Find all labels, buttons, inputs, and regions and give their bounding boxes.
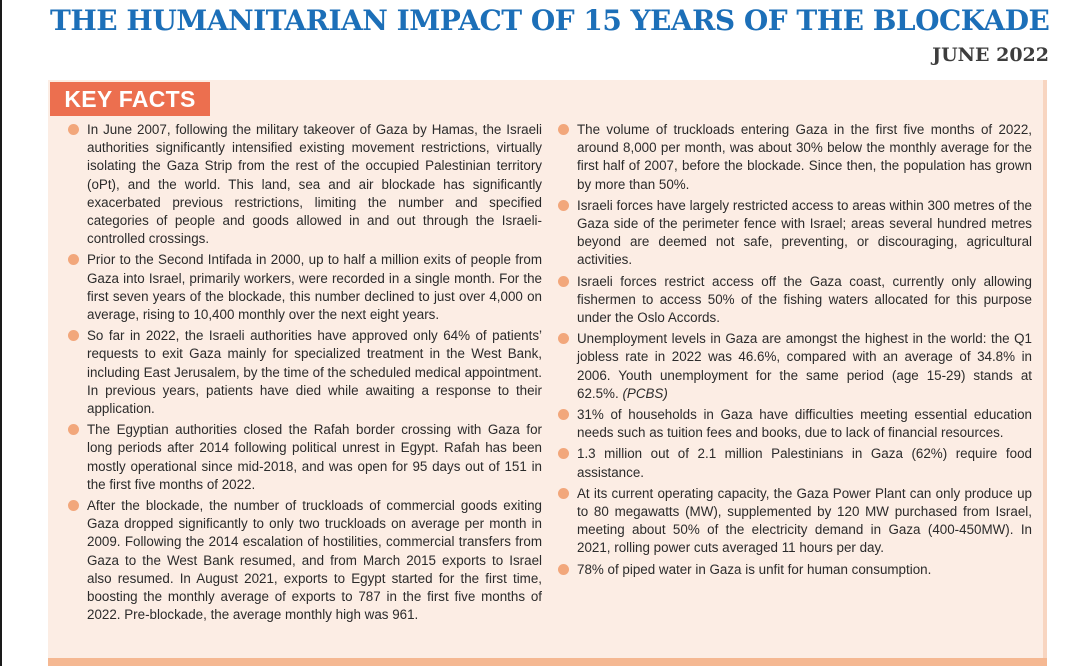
key-facts-left-column: In June 2007, following the military tak… bbox=[66, 121, 542, 627]
circle-bullet-icon bbox=[558, 563, 569, 575]
circle-bullet-icon bbox=[558, 199, 569, 211]
panel-bottom-band bbox=[48, 658, 1047, 666]
fact-text: Prior to the Second Intifada in 2000, up… bbox=[87, 252, 542, 323]
fact-item: Israeli forces have largely restricted a… bbox=[556, 197, 1032, 270]
circle-bullet-icon bbox=[558, 275, 569, 287]
key-facts-panel: KEY FACTS In June 2007, following the mi… bbox=[48, 80, 1047, 666]
fact-text: Israeli forces have largely restricted a… bbox=[577, 197, 1032, 268]
circle-bullet-icon bbox=[558, 448, 569, 460]
circle-bullet-icon bbox=[68, 500, 79, 512]
fact-item: 1.3 million out of 2.1 million Palestini… bbox=[556, 445, 1032, 481]
key-facts-right-column: The volume of truckloads entering Gaza i… bbox=[556, 121, 1032, 582]
circle-bullet-icon bbox=[558, 333, 569, 345]
left-margin-rule bbox=[0, 0, 2, 666]
fact-item: So far in 2022, the Israeli authorities … bbox=[66, 327, 542, 418]
fact-item: After the blockade, the number of truckl… bbox=[66, 497, 542, 624]
fact-text: Unemployment levels in Gaza are amongst … bbox=[577, 331, 1032, 401]
fact-item: Israeli forces restrict access off the G… bbox=[556, 273, 1032, 328]
fact-item: The volume of truckloads entering Gaza i… bbox=[556, 121, 1032, 194]
fact-item: 31% of households in Gaza have difficult… bbox=[556, 406, 1032, 442]
fact-text: 31% of households in Gaza have difficult… bbox=[577, 407, 1032, 441]
circle-bullet-icon bbox=[558, 409, 569, 421]
panel-edge bbox=[1043, 80, 1047, 658]
circle-bullet-icon bbox=[68, 424, 79, 436]
circle-bullet-icon bbox=[68, 124, 79, 135]
circle-bullet-icon bbox=[558, 487, 569, 499]
fact-text: Israeli forces restrict access off the G… bbox=[577, 273, 1032, 326]
fact-text: At its current operating capacity, the G… bbox=[577, 485, 1032, 556]
fact-text: So far in 2022, the Israeli authorities … bbox=[87, 328, 542, 417]
fact-text: In June 2007, following the military tak… bbox=[87, 122, 542, 247]
fact-item: In June 2007, following the military tak… bbox=[66, 121, 542, 248]
fact-text: 1.3 million out of 2.1 million Palestini… bbox=[577, 446, 1032, 480]
fact-item: 78% of piped water in Gaza is unfit for … bbox=[556, 561, 1032, 579]
fact-item: Prior to the Second Intifada in 2000, up… bbox=[66, 251, 542, 324]
fact-text: The volume of truckloads entering Gaza i… bbox=[577, 122, 1032, 192]
fact-item: The Egyptian authorities closed the Rafa… bbox=[66, 421, 542, 494]
circle-bullet-icon bbox=[68, 330, 79, 342]
fact-source: (PCBS) bbox=[622, 385, 668, 401]
fact-text: 78% of piped water in Gaza is unfit for … bbox=[577, 561, 932, 577]
circle-bullet-icon bbox=[68, 254, 79, 266]
publication-date: JUNE 2022 bbox=[932, 44, 1049, 66]
key-facts-heading: KEY FACTS bbox=[50, 82, 210, 116]
circle-bullet-icon bbox=[558, 124, 569, 135]
fact-item: Unemployment levels in Gaza are amongst … bbox=[556, 330, 1032, 403]
fact-text: After the blockade, the number of truckl… bbox=[87, 498, 542, 623]
fact-item: At its current operating capacity, the G… bbox=[556, 485, 1032, 558]
fact-text: The Egyptian authorities closed the Rafa… bbox=[87, 422, 542, 492]
page-title: THE HUMANITARIAN IMPACT OF 15 YEARS OF T… bbox=[50, 4, 1050, 37]
